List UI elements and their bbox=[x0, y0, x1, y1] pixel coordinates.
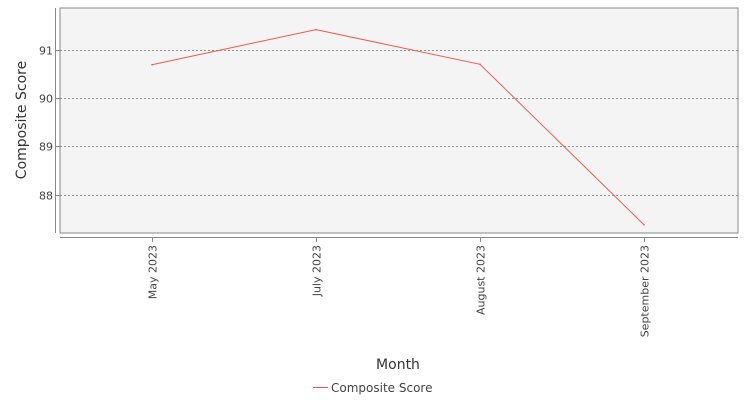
x-tick-label: September 2023 bbox=[639, 245, 652, 337]
legend-label: Composite Score bbox=[331, 381, 432, 395]
x-tick-label: July 2023 bbox=[311, 245, 324, 297]
y-tick-label: 88 bbox=[39, 190, 53, 203]
x-tick-label: May 2023 bbox=[147, 245, 160, 299]
data-point bbox=[315, 28, 317, 31]
legend: Composite Score bbox=[313, 381, 432, 395]
x-tick-label: August 2023 bbox=[475, 245, 488, 315]
data-point bbox=[151, 63, 153, 66]
axes: 88 89 90 91 May 2023 July 2023 August 2023 Sept… bbox=[39, 8, 738, 337]
x-axis-title: Month bbox=[376, 357, 420, 373]
data-point bbox=[643, 224, 645, 226]
data-point bbox=[479, 63, 481, 66]
y-axis-title: Composite Score bbox=[14, 61, 30, 179]
plot-area bbox=[59, 7, 739, 234]
series-line bbox=[151, 29, 645, 226]
y-tick-label: 90 bbox=[39, 93, 53, 106]
y-tick-label: 91 bbox=[39, 45, 53, 58]
grid-lines bbox=[60, 50, 738, 196]
series-layer bbox=[151, 28, 645, 226]
y-tick-label: 89 bbox=[39, 141, 53, 154]
